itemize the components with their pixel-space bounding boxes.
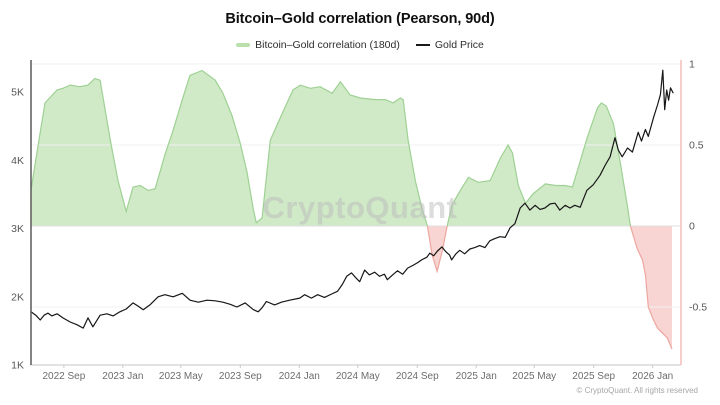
x-axis-tick-label: 2023 May: [159, 371, 203, 382]
gold-price-line: [30, 69, 674, 329]
correlation-stroke-positive: [30, 69, 428, 227]
chart-title: Bitcoin–Gold correlation (Pearson, 90d): [225, 11, 495, 27]
correlation-area-negative: [630, 226, 672, 350]
x-axis-tick-label: 2025 May: [512, 371, 556, 382]
legend-item-correlation[interactable]: Bitcoin–Gold correlation (180d): [236, 39, 400, 51]
right-axis-tick-label: 0.5: [689, 140, 704, 152]
x-axis-tick-label: 2025 Jan: [456, 371, 497, 382]
right-axis-tick-label: -0.5: [689, 302, 707, 314]
copyright-notice: © CryptoQuant. All rights reserved: [576, 386, 699, 395]
correlation-area-positive: [31, 70, 428, 226]
correlation-stroke-negative: [426, 225, 448, 274]
right-axis-tick-label: 0: [689, 221, 695, 233]
left-axis-tick-label: 4K: [11, 155, 24, 167]
legend-item-gold-price[interactable]: Gold Price: [415, 39, 484, 51]
left-axis-tick-label: 2K: [11, 291, 24, 303]
correlation-area-positive: [447, 102, 631, 226]
x-axis-tick-label: 2023 Sep: [219, 371, 262, 382]
correlation-area-negative: [427, 226, 448, 272]
gold-price-line-swatch: [415, 44, 430, 46]
x-axis-tick-label: 2022 Sep: [42, 371, 85, 382]
correlation-stroke-positive: [446, 102, 631, 227]
correlation-stroke-negative: [629, 225, 673, 350]
left-axis-tick-label: 5K: [11, 87, 24, 99]
x-axis-tick-label: 2024 Jan: [279, 371, 320, 382]
legend-label-correlation: Bitcoin–Gold correlation (180d): [255, 39, 400, 51]
correlation-area-swatch: [236, 43, 251, 47]
x-axis-tick-label: 2026 Jan: [632, 371, 673, 382]
chart-legend: Bitcoin–Gold correlation (180d) Gold Pri…: [0, 39, 720, 51]
x-axis-tick-label: 2024 May: [336, 371, 380, 382]
legend-label-gold-price: Gold Price: [434, 39, 484, 51]
left-axis-tick-label: 3K: [11, 223, 24, 235]
x-axis-tick-label: 2025 Sep: [572, 371, 615, 382]
x-axis-tick-label: 2023 Jan: [102, 371, 143, 382]
right-axis-tick-label: 1: [689, 59, 695, 71]
x-axis-tick-label: 2024 Sep: [396, 371, 439, 382]
left-axis-tick-label: 1K: [11, 360, 24, 372]
